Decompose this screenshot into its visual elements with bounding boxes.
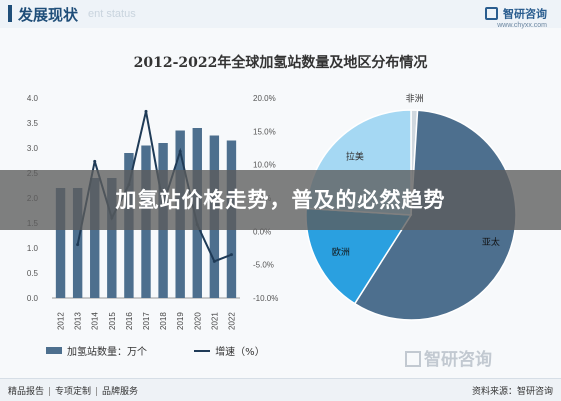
x-tick-label: 2018 — [159, 312, 168, 330]
header-accent — [8, 5, 12, 22]
legend-line-swatch — [194, 349, 211, 352]
header-subtitle: ent status — [88, 8, 136, 20]
y-tick-right: 20.0% — [253, 94, 276, 103]
x-tick-label: 2021 — [210, 312, 219, 330]
growth-point-2014 — [93, 159, 97, 163]
legend-item-line: 增速（%） — [194, 343, 265, 358]
pie-label: 亚太 — [482, 236, 500, 248]
y-tick-right: 10.0% — [253, 161, 276, 170]
y-tick-left: 3.5 — [27, 119, 39, 128]
x-tick-label: 2017 — [142, 312, 151, 330]
watermark-logo-icon — [405, 351, 421, 367]
x-tick-label: 2015 — [108, 312, 117, 330]
footer-links: 精品报告 专项定制 品牌服务 — [8, 384, 138, 397]
watermark-text: 智研咨询 — [424, 350, 492, 370]
header-title: 发展现状 — [18, 6, 79, 24]
y-tick-left: 4.0 — [27, 94, 39, 103]
y-tick-left: 0.0 — [27, 294, 39, 303]
legend-item-bars: 加氢站数量：万个 — [46, 343, 147, 358]
x-tick-label: 2014 — [91, 312, 100, 330]
x-tick-label: 2020 — [193, 312, 202, 330]
brand: 智研咨询 www.chyxx.com — [484, 3, 547, 29]
footer-separator — [49, 387, 51, 396]
chart-title: 2012-2022年全球加氢站数量及地区分布情况 — [133, 55, 428, 71]
growth-point-2019 — [178, 149, 182, 153]
footer: 精品报告 专项定制 品牌服务 资料来源：智研咨询 — [0, 378, 561, 401]
pie-label: 非洲 — [406, 92, 424, 104]
x-tick-label: 2019 — [176, 312, 185, 330]
pie-label: 拉美 — [346, 150, 364, 162]
y-tick-left: 0.5 — [27, 269, 39, 278]
footer-item-custom: 专项定制 — [55, 387, 92, 397]
growth-point-2013 — [76, 243, 80, 247]
y-tick-right: -10.0% — [253, 294, 278, 303]
brand-name: 智研咨询 — [503, 7, 547, 21]
x-tick-label: 2022 — [227, 312, 236, 330]
y-tick-right: -5.0% — [253, 261, 274, 270]
caption-overlay: 加氢站价格走势，普及的必然趋势 — [0, 170, 561, 230]
legend-bar-swatch — [46, 347, 62, 354]
watermark: 智研咨询 — [405, 345, 492, 370]
y-tick-right: 0.0% — [253, 227, 271, 236]
y-tick-left: 1.0 — [27, 244, 39, 253]
pie-label: 欧洲 — [332, 246, 350, 258]
growth-point-2022 — [229, 253, 233, 257]
growth-point-2021 — [212, 259, 216, 263]
x-tick-label: 2012 — [57, 312, 66, 330]
bar-2015 — [107, 178, 117, 298]
growth-point-2017 — [144, 109, 148, 113]
header-bar: 发展现状 ent status 智研咨询 www.chyxx.com — [0, 0, 561, 29]
caption-text: 加氢站价格走势，普及的必然趋势 — [115, 188, 446, 212]
legend: 加氢站数量：万个 增速（%） — [46, 343, 309, 358]
x-tick-label: 2016 — [125, 312, 134, 330]
brand-url: www.chyxx.com — [497, 22, 547, 29]
x-tick-label: 2013 — [74, 312, 83, 330]
footer-item-reports: 精品报告 — [8, 387, 45, 397]
bar-2014 — [90, 178, 100, 298]
bar-2012 — [55, 188, 66, 298]
footer-source: 资料来源：智研咨询 — [471, 387, 553, 397]
y-tick-left: 3.0 — [27, 144, 39, 153]
brand-logo-icon — [484, 7, 498, 20]
footer-separator — [96, 387, 98, 396]
legend-label-line: 增速（%） — [215, 347, 265, 358]
legend-label-bars: 加氢站数量：万个 — [67, 347, 147, 358]
y-tick-right: 15.0% — [253, 127, 276, 136]
footer-item-brand: 品牌服务 — [102, 387, 139, 397]
